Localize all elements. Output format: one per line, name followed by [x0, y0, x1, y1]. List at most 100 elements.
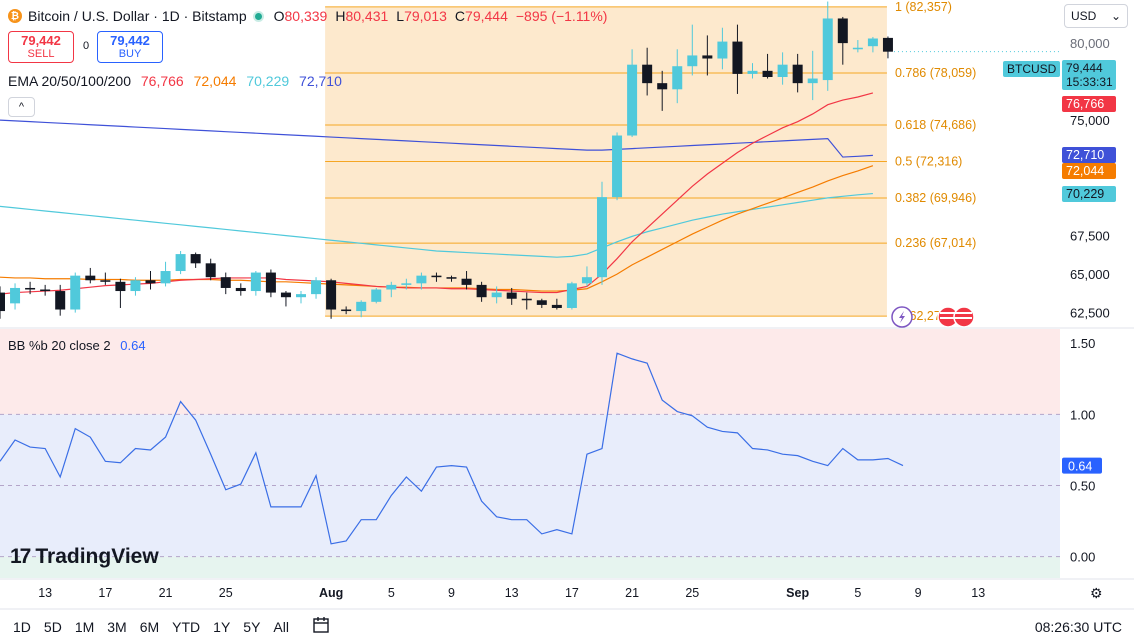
candle[interactable] — [506, 287, 517, 305]
candle-body[interactable] — [581, 277, 592, 284]
candle-body[interactable] — [55, 291, 66, 310]
candle-body[interactable] — [566, 283, 577, 308]
candle[interactable] — [356, 300, 367, 318]
candle-body[interactable] — [657, 83, 668, 90]
candle-body[interactable] — [371, 289, 382, 302]
candles[interactable] — [0, 1, 1060, 319]
candle-body[interactable] — [130, 280, 141, 292]
candle[interactable] — [536, 298, 547, 308]
candle[interactable] — [235, 283, 246, 296]
candle[interactable] — [597, 181, 607, 285]
candle[interactable] — [882, 36, 893, 59]
candle[interactable] — [40, 284, 51, 296]
candle[interactable] — [416, 272, 427, 290]
candle[interactable] — [371, 287, 382, 304]
fibonacci-retracement[interactable]: 1 (82,357) 0.786 (78,059) 0.618 (74,686) 0.… — [325, 0, 976, 323]
candle-body[interactable] — [311, 280, 322, 295]
candle[interactable] — [115, 278, 126, 308]
candle-body[interactable] — [521, 298, 532, 301]
candle-body[interactable] — [190, 254, 201, 264]
candle-body[interactable] — [717, 41, 728, 59]
bb-percent-b-line[interactable] — [0, 352, 904, 545]
candle[interactable] — [70, 272, 81, 313]
candle-body[interactable] — [205, 263, 216, 278]
candle-body[interactable] — [642, 64, 653, 84]
candle[interactable] — [0, 286, 5, 319]
collapse-legend-button[interactable]: ^ — [8, 97, 35, 117]
candle-body[interactable] — [431, 275, 442, 278]
timeframe-1d-button[interactable]: 1D — [13, 619, 31, 635]
candle[interactable] — [401, 278, 412, 290]
candle[interactable] — [777, 52, 788, 85]
candle[interactable] — [657, 70, 668, 111]
candle-body[interactable] — [762, 70, 773, 77]
candle-body[interactable] — [597, 197, 607, 278]
candle-body[interactable] — [551, 304, 562, 308]
utc-clock[interactable]: 08:26:30 UTC — [1034, 619, 1122, 635]
candle-body[interactable] — [446, 277, 457, 279]
candle-body[interactable] — [852, 47, 863, 50]
candle-body[interactable] — [506, 292, 517, 299]
candle-body[interactable] — [250, 272, 261, 292]
timeframe-all-button[interactable]: All — [273, 619, 289, 635]
candle-body[interactable] — [265, 272, 276, 293]
candle[interactable] — [130, 277, 141, 296]
candle-body[interactable] — [280, 292, 291, 298]
candle-body[interactable] — [461, 278, 472, 285]
candle-body[interactable] — [777, 64, 788, 77]
candle[interactable] — [837, 16, 848, 65]
us-flag-icon[interactable] — [937, 306, 977, 328]
candle-body[interactable] — [145, 280, 156, 284]
candle-body[interactable] — [837, 18, 848, 44]
candle[interactable] — [446, 275, 457, 282]
candle[interactable] — [311, 277, 322, 299]
candle-body[interactable] — [807, 78, 818, 84]
candle-body[interactable] — [85, 275, 96, 281]
candle-body[interactable] — [732, 41, 743, 74]
candle-body[interactable] — [687, 55, 698, 67]
candle-body[interactable] — [476, 284, 487, 298]
candle-body[interactable] — [40, 289, 51, 292]
candle-body[interactable] — [25, 287, 36, 290]
candle-body[interactable] — [10, 287, 21, 304]
candle[interactable] — [160, 261, 171, 287]
timeframe-5y-button[interactable]: 5Y — [243, 619, 261, 635]
sell-button[interactable]: 79,442 SELL — [8, 31, 74, 63]
candle-body[interactable] — [401, 283, 412, 285]
calendar-range-icon[interactable] — [313, 616, 331, 634]
candle[interactable] — [672, 49, 683, 104]
candle-body[interactable] — [70, 275, 81, 310]
candle-body[interactable] — [0, 292, 5, 312]
candle[interactable] — [55, 284, 66, 316]
candle[interactable] — [326, 278, 337, 319]
candle[interactable] — [205, 258, 216, 281]
candle[interactable] — [265, 269, 276, 298]
candle-body[interactable] — [612, 135, 623, 198]
candle-body[interactable] — [386, 284, 397, 290]
candle[interactable] — [551, 298, 562, 310]
candle[interactable] — [627, 49, 638, 138]
timeframe-6m-button[interactable]: 6M — [139, 619, 160, 635]
candle-body[interactable] — [100, 280, 111, 282]
candle[interactable] — [762, 53, 773, 79]
candle-body[interactable] — [792, 64, 803, 84]
candle-body[interactable] — [326, 280, 337, 310]
currency-select[interactable]: USD ⌄ — [1064, 4, 1128, 28]
candle[interactable] — [642, 47, 653, 96]
candle[interactable] — [807, 50, 818, 101]
candle-body[interactable] — [220, 277, 231, 288]
candle-body[interactable] — [296, 294, 306, 298]
candle[interactable] — [612, 132, 623, 201]
candle-body[interactable] — [822, 18, 833, 81]
candle[interactable] — [867, 36, 878, 53]
symbol-title[interactable]: Bitcoin / U.S. Dollar · 1D · Bitstamp — [28, 8, 247, 24]
timeframe-ytd-button[interactable]: YTD — [172, 619, 201, 635]
candle[interactable] — [145, 271, 156, 290]
candle-body[interactable] — [175, 254, 186, 272]
candle-body[interactable] — [491, 292, 502, 298]
candle[interactable] — [296, 291, 306, 304]
candle[interactable] — [100, 272, 111, 285]
bb-legend[interactable]: BB %b 20 close 2 0.64 — [8, 338, 146, 353]
buy-button[interactable]: 79,442 BUY — [97, 31, 163, 63]
candle[interactable] — [792, 53, 803, 93]
